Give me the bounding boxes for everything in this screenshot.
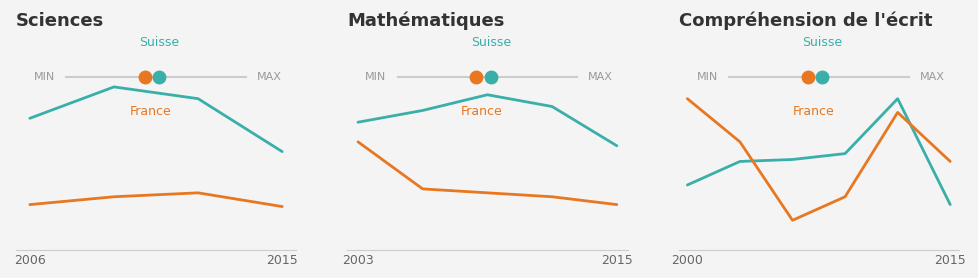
Text: Suisse: Suisse xyxy=(801,36,841,49)
Text: MIN: MIN xyxy=(365,72,386,82)
Text: Mathématiques: Mathématiques xyxy=(347,11,504,30)
Text: France: France xyxy=(791,105,833,118)
Text: MIN: MIN xyxy=(34,72,55,82)
Text: MAX: MAX xyxy=(918,72,944,82)
Text: MAX: MAX xyxy=(256,72,282,82)
Text: MIN: MIN xyxy=(696,72,717,82)
Text: Suisse: Suisse xyxy=(470,36,511,49)
Text: France: France xyxy=(129,105,171,118)
Text: France: France xyxy=(461,105,502,118)
Text: MAX: MAX xyxy=(588,72,612,82)
Text: Suisse: Suisse xyxy=(139,36,179,49)
Text: Sciences: Sciences xyxy=(16,12,104,30)
Text: Compréhension de l'écrit: Compréhension de l'écrit xyxy=(678,11,931,30)
